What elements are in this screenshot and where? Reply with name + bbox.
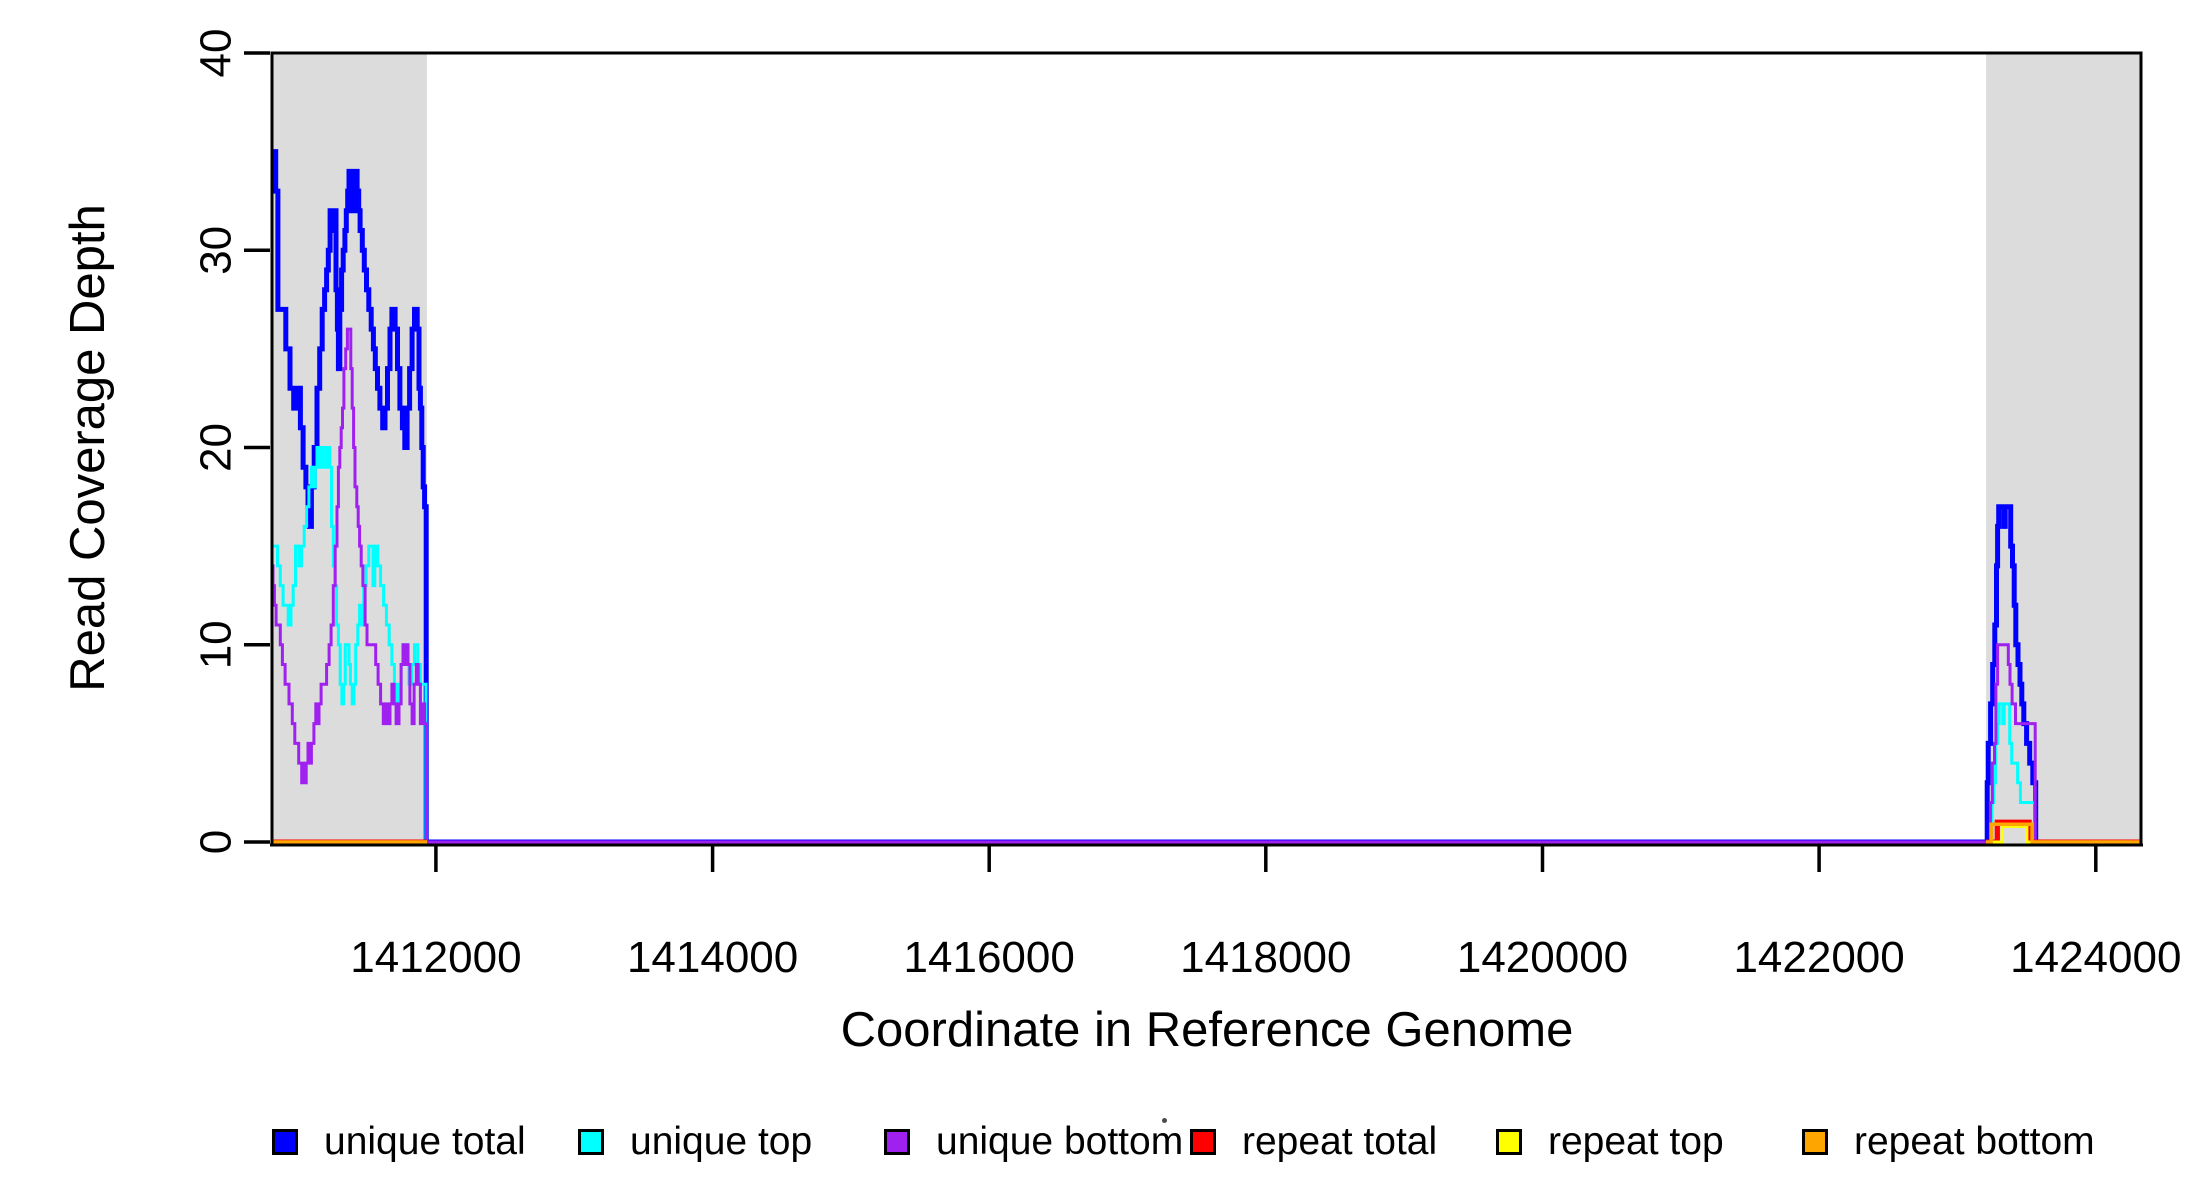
x-tick-label: 1418000 — [1180, 933, 1351, 982]
legend-swatch-unique-bottom — [884, 1129, 910, 1155]
legend-item-unique-bottom: unique bottom — [884, 1118, 1183, 1166]
legend-item-unique-top: unique top — [578, 1118, 812, 1166]
legend-item-repeat-total: repeat total — [1190, 1118, 1437, 1166]
legend-swatch-repeat-total — [1190, 1129, 1216, 1155]
legend-swatch-repeat-bottom — [1802, 1129, 1828, 1155]
highlight-region — [1986, 53, 2141, 845]
legend-swatch-unique-top — [578, 1129, 604, 1155]
legend-label: repeat total — [1242, 1120, 1438, 1163]
y-axis-title: Read Coverage Depth — [61, 204, 115, 692]
legend-swatch-unique-total — [272, 1129, 298, 1155]
series-unique-bottom — [271, 327, 2141, 844]
legend-label: unique top — [630, 1120, 813, 1163]
plot-box — [270, 51, 2143, 847]
series-repeat-total — [272, 819, 2141, 845]
legend: unique total unique top unique bottom repea… — [0, 1118, 2200, 1178]
x-tick-label: 1412000 — [350, 933, 521, 982]
series-unique-total — [272, 149, 2141, 845]
legend-label: repeat bottom — [1854, 1120, 2095, 1163]
x-axis-title: Coordinate in Reference Genome — [840, 1003, 1574, 1057]
x-tick-label: 1414000 — [627, 933, 798, 982]
legend-label: repeat top — [1548, 1120, 1724, 1163]
legend-swatch-repeat-top — [1496, 1129, 1522, 1155]
x-tick-label: 1424000 — [2010, 933, 2181, 982]
series-repeat-total — [272, 819, 2141, 845]
y-tick-label: 20 — [192, 423, 241, 472]
series-repeat-bottom — [272, 822, 2141, 844]
series-unique-top — [272, 446, 2141, 844]
y-tick-label: 10 — [192, 620, 241, 669]
legend-item-repeat-top: repeat top — [1496, 1118, 1724, 1166]
x-tick-label: 1420000 — [1457, 933, 1628, 982]
y-tick-label: 40 — [192, 29, 241, 78]
y-tick-label: 30 — [192, 226, 241, 275]
y-tick-label: 0 — [192, 830, 241, 854]
legend-item-repeat-bottom: repeat bottom — [1802, 1118, 2095, 1166]
x-tick-label: 1422000 — [1733, 933, 1904, 982]
legend-label: unique total — [324, 1120, 526, 1163]
legend-item-unique-total: unique total — [272, 1118, 526, 1166]
stray-dot — [1162, 1118, 1167, 1123]
series-repeat-bottom — [272, 822, 2141, 844]
x-tick-label: 1416000 — [904, 933, 1075, 982]
legend-label: unique bottom — [936, 1120, 1184, 1163]
